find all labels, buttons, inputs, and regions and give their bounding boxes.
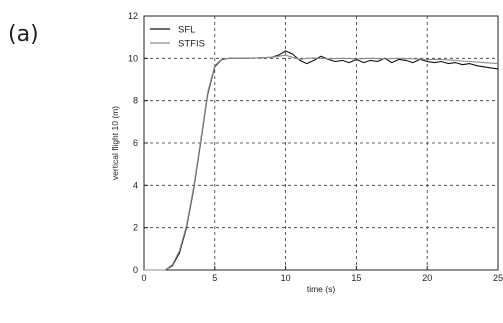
y-tick-label: 12 (128, 11, 138, 21)
y-tick-label: 4 (133, 180, 138, 190)
x-tick-label: 20 (422, 273, 432, 283)
x-tick-label: 10 (281, 273, 291, 283)
axis-ticks: 0 5 10 15 20 25 0 2 4 6 8 10 12 (128, 11, 503, 283)
series-lines (144, 50, 499, 271)
y-tick-label: 0 (133, 265, 138, 275)
x-tick-label: 25 (493, 273, 503, 283)
x-tick-label: 0 (141, 273, 146, 283)
y-tick-label: 6 (133, 138, 138, 148)
grid-lines (144, 16, 498, 270)
y-tick-label: 10 (128, 53, 138, 63)
series-line-sfl (144, 50, 499, 271)
series-line-stfis (144, 54, 499, 271)
legend: SFL STFIS (150, 25, 205, 50)
x-tick-label: 5 (212, 273, 217, 283)
y-tick-label: 2 (133, 223, 138, 233)
x-axis-title: time (s) (307, 284, 336, 294)
y-axis-title: vertical flight 10 (m) (110, 106, 120, 180)
x-tick-label: 15 (351, 273, 361, 283)
legend-label: SFL (178, 25, 195, 36)
legend-label: STFIS (178, 39, 205, 50)
y-tick-label: 8 (133, 96, 138, 106)
panel-label: (a) (8, 22, 39, 47)
